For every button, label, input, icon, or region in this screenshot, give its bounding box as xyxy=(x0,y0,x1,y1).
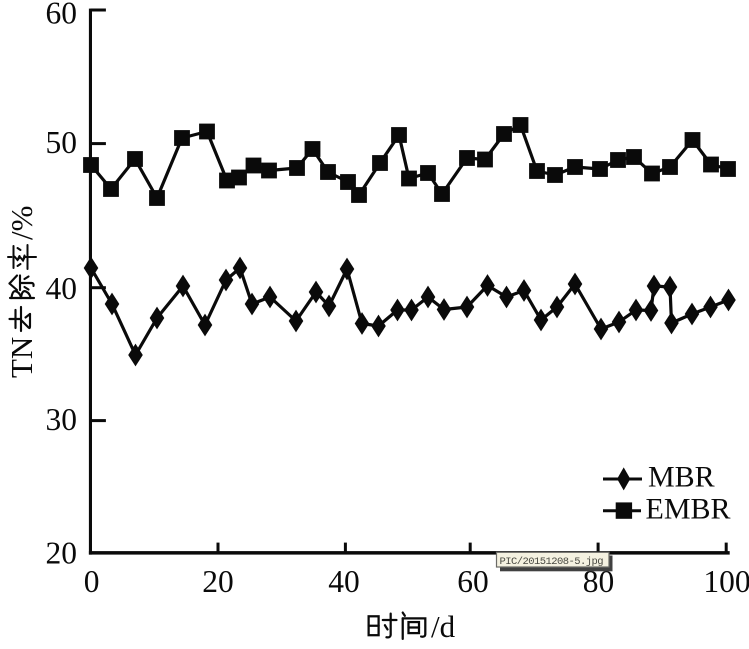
svg-text:20: 20 xyxy=(46,536,78,571)
svg-text:100: 100 xyxy=(703,564,749,599)
svg-text:40: 40 xyxy=(46,271,78,306)
svg-text:MBR: MBR xyxy=(648,460,715,493)
svg-text:/d: /d xyxy=(431,609,456,644)
svg-text:EMBR: EMBR xyxy=(646,493,731,526)
svg-text:/%: /% xyxy=(4,206,39,240)
svg-text:PIC/20151208-5.jpg: PIC/20151208-5.jpg xyxy=(500,556,604,568)
svg-text:40: 40 xyxy=(328,564,360,599)
svg-text:60: 60 xyxy=(46,0,78,31)
svg-text:30: 30 xyxy=(46,402,78,437)
svg-text:60: 60 xyxy=(457,564,489,599)
svg-text:TN: TN xyxy=(4,337,39,378)
svg-text:0: 0 xyxy=(84,564,100,599)
svg-text:50: 50 xyxy=(46,125,78,160)
svg-text:20: 20 xyxy=(202,564,234,599)
